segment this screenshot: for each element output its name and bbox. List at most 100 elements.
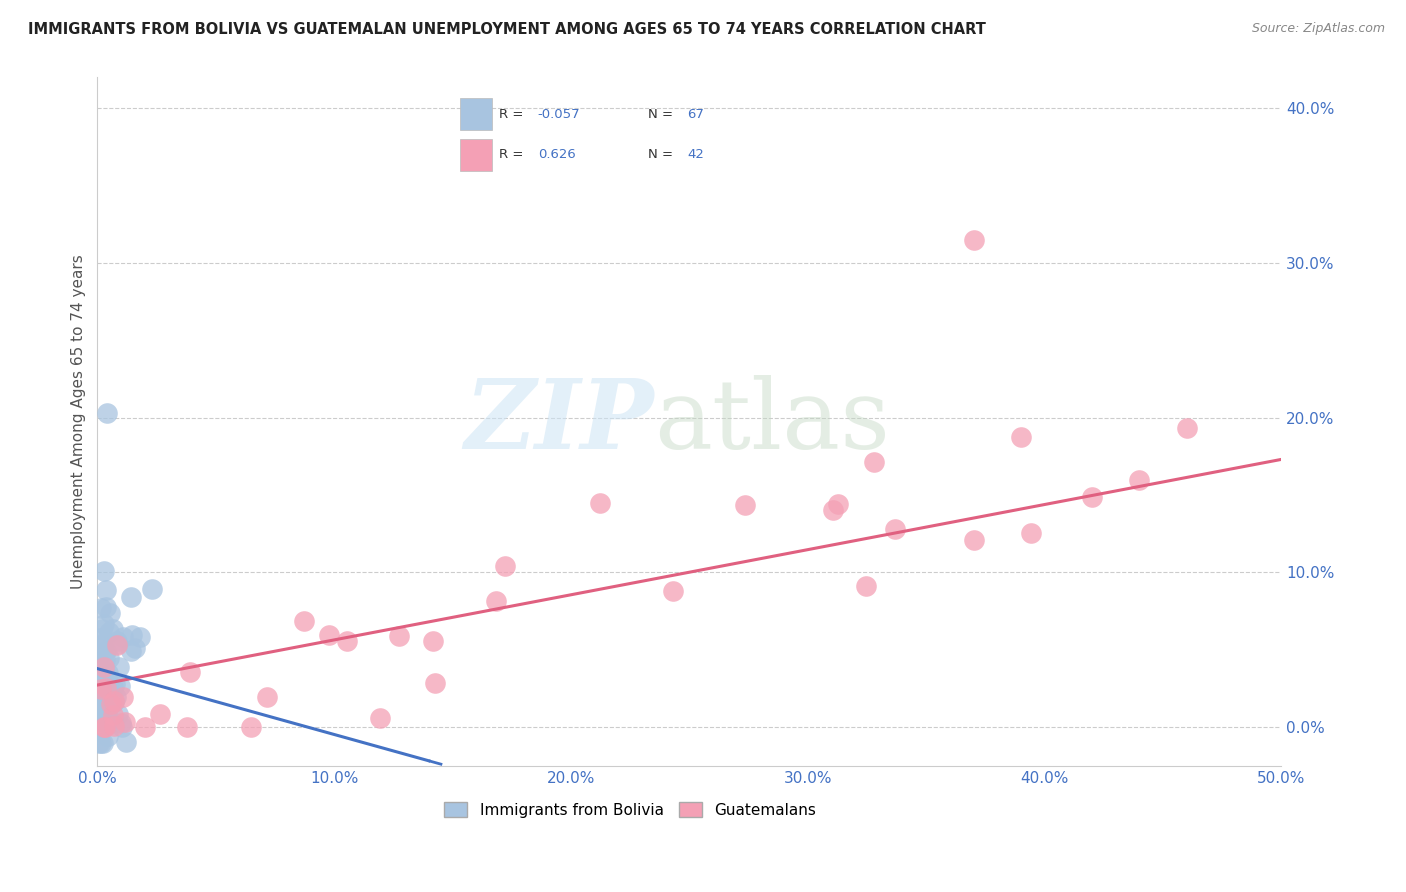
Point xyxy=(94,678,117,692)
Point xyxy=(176,720,198,734)
Point xyxy=(100,698,122,712)
Point xyxy=(863,455,886,469)
Point xyxy=(292,614,315,628)
Point xyxy=(425,676,447,690)
Point xyxy=(494,559,516,574)
Text: atlas: atlas xyxy=(654,375,890,468)
Point xyxy=(129,630,152,644)
Point xyxy=(104,690,127,705)
Point xyxy=(90,601,112,615)
Point xyxy=(827,497,849,511)
Point xyxy=(179,665,201,680)
Point xyxy=(90,690,112,704)
Point xyxy=(318,628,340,642)
Point xyxy=(89,697,111,711)
Point xyxy=(93,636,115,650)
Point xyxy=(94,665,117,680)
Point xyxy=(93,660,115,674)
Text: IMMIGRANTS FROM BOLIVIA VS GUATEMALAN UNEMPLOYMENT AMONG AGES 65 TO 74 YEARS COR: IMMIGRANTS FROM BOLIVIA VS GUATEMALAN UN… xyxy=(28,22,986,37)
Point xyxy=(89,658,111,673)
Point xyxy=(149,707,172,722)
Point xyxy=(105,634,128,648)
Point xyxy=(256,690,278,704)
Point xyxy=(120,591,142,605)
Point xyxy=(93,565,115,579)
Point xyxy=(91,622,114,636)
Point xyxy=(89,714,111,729)
Point xyxy=(94,652,117,666)
Point xyxy=(97,679,120,693)
Point xyxy=(94,670,117,684)
Point xyxy=(112,690,135,704)
Point xyxy=(91,699,114,714)
Point xyxy=(422,633,444,648)
Point xyxy=(87,736,110,750)
Legend: Immigrants from Bolivia, Guatemalans: Immigrants from Bolivia, Guatemalans xyxy=(439,796,823,823)
Point xyxy=(103,694,125,708)
Point xyxy=(110,679,132,693)
Point xyxy=(93,714,115,729)
Point xyxy=(855,579,877,593)
Point xyxy=(1081,490,1104,504)
Point xyxy=(1128,473,1150,487)
Point xyxy=(141,582,163,596)
Point xyxy=(100,606,122,620)
Point xyxy=(87,655,110,669)
Point xyxy=(485,594,508,608)
Point xyxy=(89,708,111,723)
Point xyxy=(96,644,118,658)
Point xyxy=(97,730,120,744)
Point xyxy=(87,640,110,655)
Point xyxy=(94,720,117,734)
Point xyxy=(134,720,156,734)
Point xyxy=(101,680,124,694)
Point xyxy=(388,629,411,643)
Point xyxy=(97,624,120,639)
Point xyxy=(100,690,122,705)
Point xyxy=(91,684,114,698)
Point xyxy=(336,633,359,648)
Point xyxy=(111,720,134,734)
Point xyxy=(1010,430,1032,444)
Point xyxy=(90,671,112,685)
Point xyxy=(1019,525,1042,540)
Point xyxy=(105,638,128,652)
Point xyxy=(821,503,844,517)
Point xyxy=(90,692,112,706)
Point xyxy=(94,710,117,724)
Point xyxy=(962,533,984,548)
Point xyxy=(368,711,391,725)
Point xyxy=(108,660,131,674)
Point xyxy=(96,706,118,721)
Point xyxy=(94,582,117,597)
Point xyxy=(93,708,115,723)
Point xyxy=(100,692,122,706)
Point xyxy=(104,676,127,690)
Point xyxy=(114,714,136,729)
Point xyxy=(96,718,118,732)
Point xyxy=(662,583,685,598)
Point xyxy=(124,641,146,656)
Point xyxy=(93,616,115,631)
Point xyxy=(97,665,120,680)
Point xyxy=(107,706,129,721)
Point xyxy=(240,720,263,734)
Point xyxy=(115,735,138,749)
Point xyxy=(91,736,114,750)
Point xyxy=(89,724,111,739)
Point xyxy=(93,720,115,734)
Point xyxy=(90,736,112,750)
Point xyxy=(96,707,118,722)
Point xyxy=(98,651,121,665)
Point xyxy=(103,694,125,708)
Point xyxy=(105,637,128,651)
Point xyxy=(94,600,117,615)
Point xyxy=(89,631,111,645)
Point xyxy=(101,622,124,636)
Text: ZIP: ZIP xyxy=(464,375,654,468)
Point xyxy=(103,719,125,733)
Text: Source: ZipAtlas.com: Source: ZipAtlas.com xyxy=(1251,22,1385,36)
Point xyxy=(90,714,112,728)
Point xyxy=(962,233,984,247)
Point xyxy=(883,522,905,536)
